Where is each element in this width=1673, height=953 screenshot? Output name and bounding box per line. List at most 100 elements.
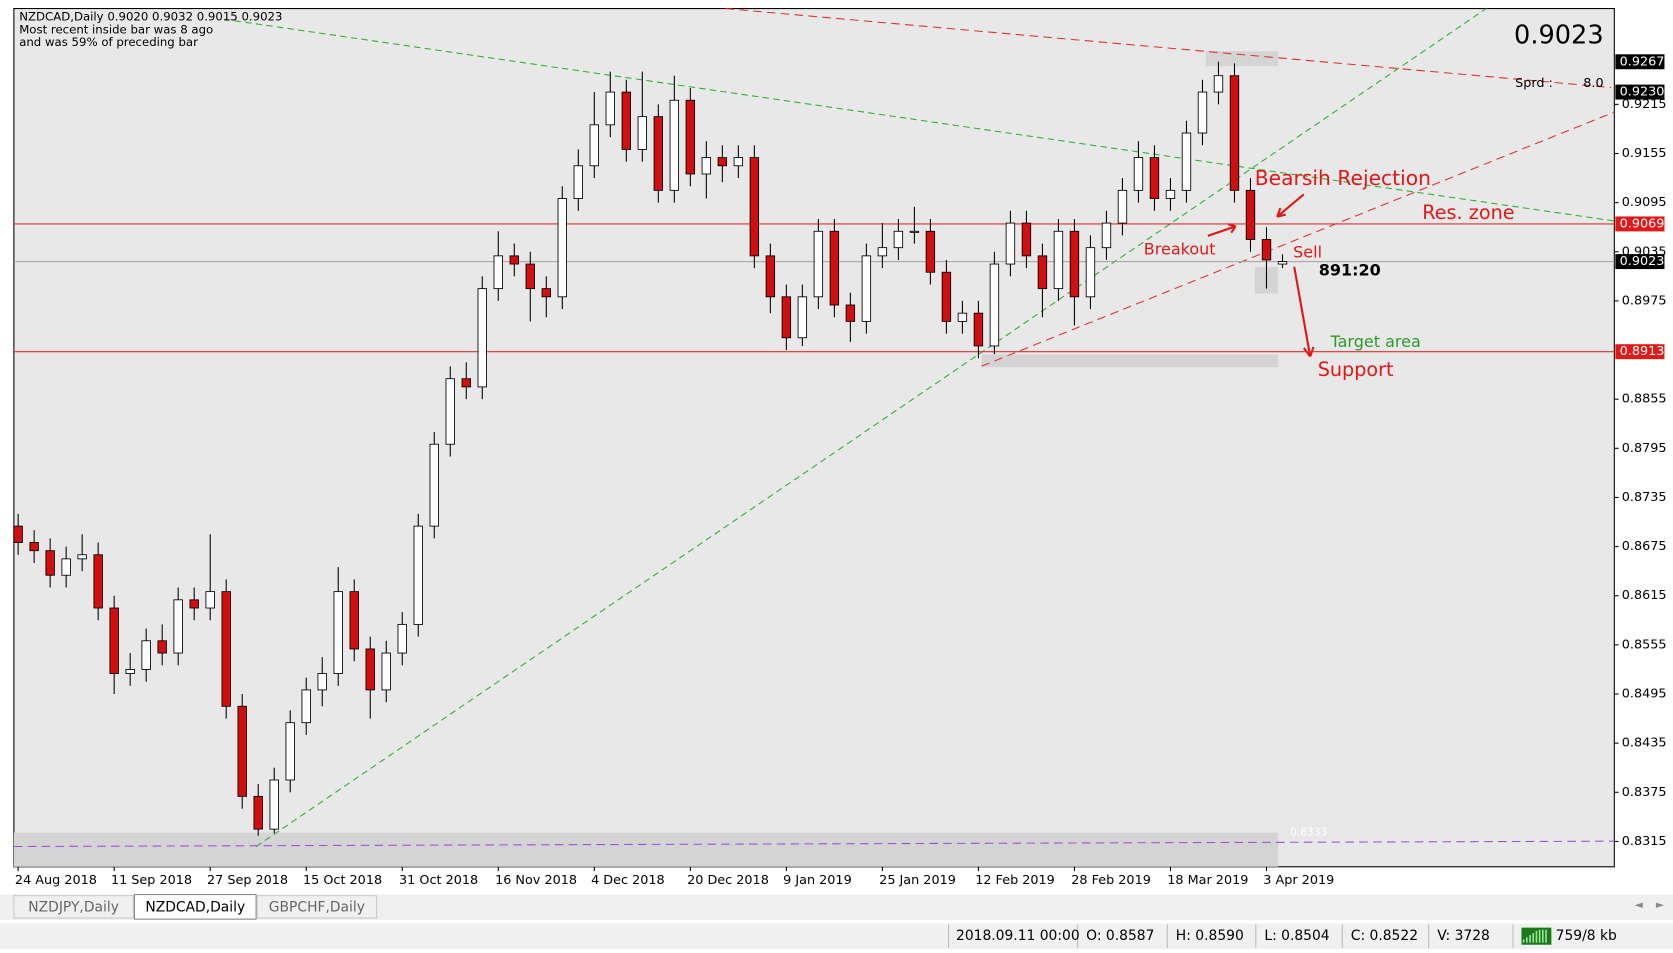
last-price: 0.9023: [1514, 20, 1604, 50]
candle-body: [669, 99, 680, 191]
trend-line: [13, 840, 1615, 848]
candle-body: [429, 443, 439, 527]
x-tick-label: 4 Dec 2018: [591, 873, 665, 888]
candle-body: [1085, 247, 1096, 298]
candle-body: [1117, 189, 1128, 224]
y-tick-label: 0.8675: [1622, 539, 1667, 554]
candle-body: [93, 554, 103, 609]
status-traffic: 759/8 kb: [1556, 928, 1617, 944]
y-tick-label: 0.8435: [1622, 736, 1667, 751]
tab-label[interactable]: NZDJPY,Daily: [28, 899, 119, 915]
candle-body: [909, 230, 920, 233]
candle-body: [1213, 75, 1224, 93]
price-box: [1615, 344, 1665, 360]
y-tick-label: 0.8975: [1622, 293, 1667, 308]
candle-body: [717, 157, 728, 167]
x-tick-label: 3 Apr 2019: [1263, 873, 1334, 888]
candle-body: [477, 288, 487, 388]
candle-body: [541, 288, 551, 298]
candle-body: [317, 673, 327, 691]
candle-body: [573, 165, 583, 199]
x-tick-label: 20 Dec 2018: [687, 873, 769, 888]
candle-body: [1165, 189, 1176, 199]
header-note: and was 59% of preceding bar: [19, 35, 198, 49]
candle-body: [461, 378, 471, 388]
y-tick-label: 0.8555: [1622, 637, 1667, 652]
tab[interactable]: [256, 895, 378, 919]
x-tick-label: 15 Oct 2018: [303, 873, 382, 888]
price-box-label: 0.8913: [1620, 344, 1665, 359]
candle-body: [333, 591, 343, 674]
candle-body: [733, 157, 744, 167]
scroll-left[interactable]: ◄: [1635, 898, 1644, 911]
spread-label: Sprd :: [1515, 76, 1553, 91]
price-box: [1615, 84, 1665, 100]
candle-body: [877, 247, 888, 257]
bar-timer: 891:20: [1319, 261, 1381, 280]
candle-body: [29, 542, 39, 552]
y-tick-label: 0.8315: [1622, 834, 1667, 849]
scroll-right[interactable]: ►: [1656, 898, 1665, 911]
tab-label[interactable]: NZDCAD,Daily: [145, 899, 245, 915]
connection-icon: [1521, 927, 1552, 945]
status-bar: 2018.09.11 00:00 O: 0.8587 H: 0.8590 L: …: [0, 923, 1673, 949]
tab[interactable]: [13, 895, 134, 919]
candle-body: [605, 91, 615, 126]
candle-body: [253, 795, 263, 830]
x-tick-label: 28 Feb 2019: [1071, 873, 1151, 888]
zone-box: [981, 354, 1279, 368]
candle-body: [61, 558, 71, 576]
tab-active[interactable]: [133, 894, 257, 920]
candle-body: [1229, 75, 1240, 191]
y-tick-label: 0.8795: [1622, 441, 1667, 456]
candle-body: [1245, 189, 1256, 240]
y-tick-label: 0.9155: [1622, 146, 1667, 161]
candle-body: [749, 157, 760, 257]
candle-body: [365, 648, 375, 691]
candle-body: [861, 255, 872, 322]
tab-label[interactable]: GBPCHF,Daily: [269, 899, 365, 915]
candle-body: [973, 312, 984, 347]
candle-body: [1181, 132, 1192, 191]
candle-body: [1197, 91, 1208, 134]
y-tick-label: 0.8615: [1622, 588, 1667, 603]
candle-body: [349, 591, 359, 650]
candle-body: [1277, 261, 1288, 265]
status-time: 2018.09.11 00:00: [956, 928, 1080, 944]
candle-body: [925, 230, 936, 273]
candle-body: [893, 230, 904, 249]
candles: [13, 61, 1288, 836]
candle-body: [173, 599, 183, 654]
tab-bar: NZDJPY,Daily NZDCAD,Daily GBPCHF,Daily ◄…: [0, 894, 1673, 921]
candle-body: [445, 378, 455, 445]
faint-level: 0.8333: [1290, 826, 1327, 839]
axes: 0.92150.91550.90950.90350.89750.88550.87…: [15, 54, 1667, 888]
arrow: [1207, 223, 1237, 237]
x-tick-label: 12 Feb 2019: [975, 873, 1055, 888]
y-tick-label: 0.8375: [1622, 785, 1667, 800]
trend-line: [981, 111, 1615, 367]
y-tick-label: 0.9215: [1622, 97, 1667, 112]
candle-body: [813, 230, 824, 298]
candle-body: [45, 550, 55, 576]
annotation: Support: [1318, 358, 1394, 381]
x-tick-label: 24 Aug 2018: [15, 873, 97, 888]
candle-body: [525, 263, 535, 290]
candle-body: [765, 255, 776, 298]
annotation: Breakout: [1144, 239, 1216, 258]
candle-body: [1101, 222, 1112, 249]
candle-body: [413, 525, 423, 625]
candle-body: [381, 652, 391, 691]
candle-body: [1053, 230, 1064, 290]
candle-body: [701, 157, 712, 175]
x-tick-label: 16 Nov 2018: [495, 873, 577, 888]
candle-body: [205, 591, 215, 609]
status-low: L: 0.8504: [1264, 928, 1329, 944]
price-box: [1615, 254, 1665, 270]
candle-body: [493, 255, 503, 290]
candle-body: [189, 599, 199, 609]
header-note: Most recent inside bar was 8 ago: [19, 22, 213, 36]
y-tick-label: 0.8735: [1622, 490, 1667, 505]
x-tick-label: 9 Jan 2019: [783, 873, 852, 888]
